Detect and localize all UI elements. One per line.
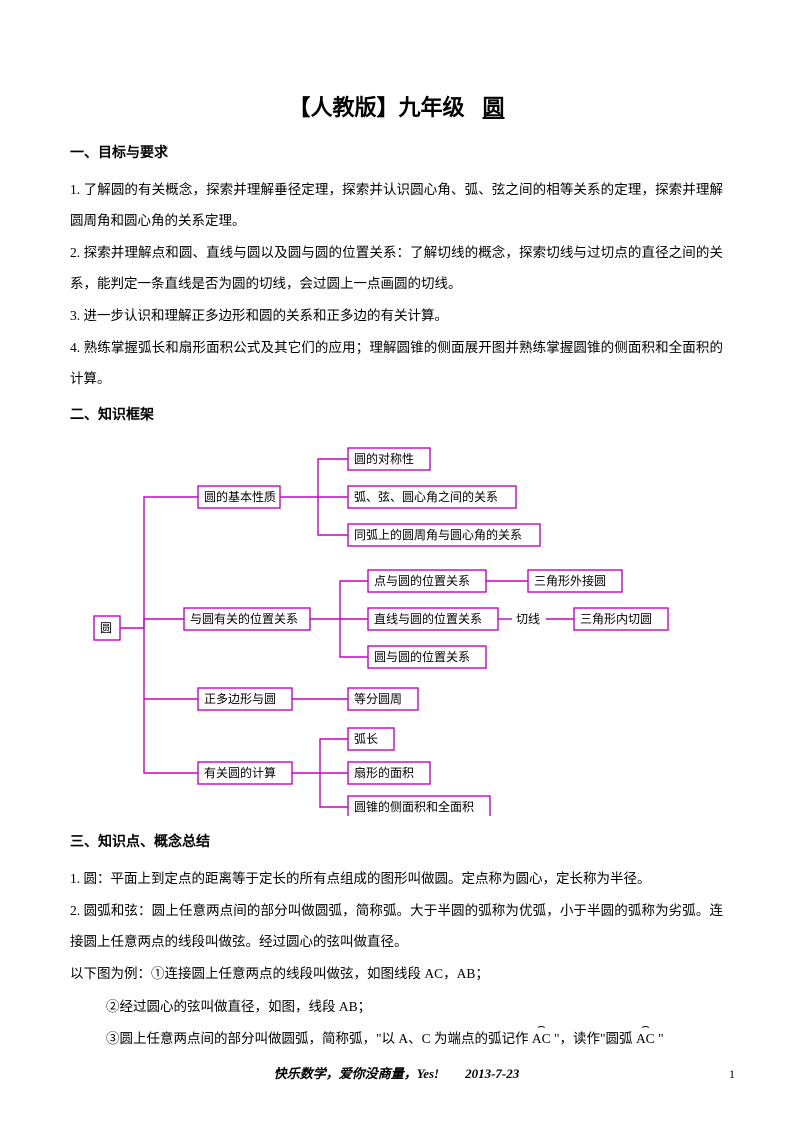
- section1-p1: 1. 了解圆的有关概念，探索并理解垂径定理，探索并认识圆心角、弧、弦之间的相等关…: [70, 174, 723, 236]
- p5-a: ③圆上任意两点间的部分叫做圆弧，简称弧，"以 A、C 为端点的弧记作: [106, 1031, 532, 1046]
- svg-text:圆的对称性: 圆的对称性: [354, 451, 414, 466]
- svg-text:圆与圆的位置关系: 圆与圆的位置关系: [374, 649, 470, 664]
- svg-text:三角形内切圆: 三角形内切圆: [580, 612, 652, 626]
- section1-p2: 2. 探索并理解点和圆、直线与圆以及圆与圆的位置关系：了解切线的概念，探索切线与…: [70, 237, 723, 299]
- title-bracket: 【人教版】: [288, 95, 398, 120]
- svg-text:圆: 圆: [100, 621, 112, 635]
- svg-text:切线: 切线: [516, 612, 540, 626]
- knowledge-diagram: 圆 圆的基本性质 圆的对称性 弧、弦、圆心角之间的关系 同弧上的圆周角与圆心角的…: [50, 436, 723, 821]
- section3-p4: ②经过圆心的弦叫做直径，如图，线段 AB；: [70, 991, 723, 1022]
- svg-text:圆锥的侧面积和全面积: 圆锥的侧面积和全面积: [354, 799, 474, 814]
- p5-b: "，读作"圆弧: [551, 1031, 636, 1046]
- svg-text:扇形的面积: 扇形的面积: [354, 765, 414, 780]
- section3-p1: 1. 圆：平面上到定点的距离等于定长的所有点组成的图形叫做圆。定点称为圆心，定长…: [70, 863, 723, 894]
- p5-c: ": [655, 1031, 664, 1046]
- svg-text:弧、弦、圆心角之间的关系: 弧、弦、圆心角之间的关系: [354, 489, 498, 504]
- section2-heading: 二、知识框架: [70, 404, 723, 424]
- svg-text:等分圆周: 等分圆周: [354, 692, 402, 706]
- arc-ac-2: AC: [636, 1023, 655, 1054]
- svg-text:三角形外接圆: 三角形外接圆: [534, 573, 606, 588]
- page-footer: 快乐数学，爱你没商量，Yes! 2013-7-23: [0, 1063, 793, 1082]
- section3-p2: 2. 圆弧和弦：圆上任意两点间的部分叫做圆弧，简称弧。大于半圆的弧称为优弧，小于…: [70, 895, 723, 957]
- section3-p3: 以下图为例：①连接圆上任意两点的线段叫做弦，如图线段 AC，AB；: [70, 958, 723, 989]
- document-title: 【人教版】九年级圆: [70, 90, 723, 122]
- section1-p3: 3. 进一步认识和理解正多边形和圆的关系和正多边的有关计算。: [70, 300, 723, 331]
- title-grade: 九年级: [398, 95, 464, 120]
- section1-heading: 一、目标与要求: [70, 142, 723, 162]
- page-number: 1: [729, 1067, 735, 1082]
- section3-p5: ③圆上任意两点间的部分叫做圆弧，简称弧，"以 A、C 为端点的弧记作 AC "，…: [70, 1023, 723, 1054]
- title-topic: 圆: [483, 95, 505, 120]
- svg-text:点与圆的位置关系: 点与圆的位置关系: [374, 573, 470, 588]
- section3-heading: 三、知识点、概念总结: [70, 831, 723, 851]
- svg-text:直线与圆的位置关系: 直线与圆的位置关系: [374, 611, 482, 626]
- svg-text:与圆有关的位置关系: 与圆有关的位置关系: [190, 611, 298, 626]
- svg-text:圆的基本性质: 圆的基本性质: [204, 489, 276, 504]
- svg-text:正多边形与圆: 正多边形与圆: [204, 692, 276, 706]
- diagram-svg: 圆 圆的基本性质 圆的对称性 弧、弦、圆心角之间的关系 同弧上的圆周角与圆心角的…: [50, 436, 710, 816]
- arc-ac-1: AC: [532, 1023, 551, 1054]
- svg-text:有关圆的计算: 有关圆的计算: [204, 765, 276, 780]
- section1-p4: 4. 熟练掌握弧长和扇形面积公式及其它们的应用；理解圆锥的侧面展开图并熟练掌握圆…: [70, 332, 723, 394]
- svg-text:弧长: 弧长: [354, 732, 378, 746]
- svg-text:同弧上的圆周角与圆心角的关系: 同弧上的圆周角与圆心角的关系: [354, 527, 522, 542]
